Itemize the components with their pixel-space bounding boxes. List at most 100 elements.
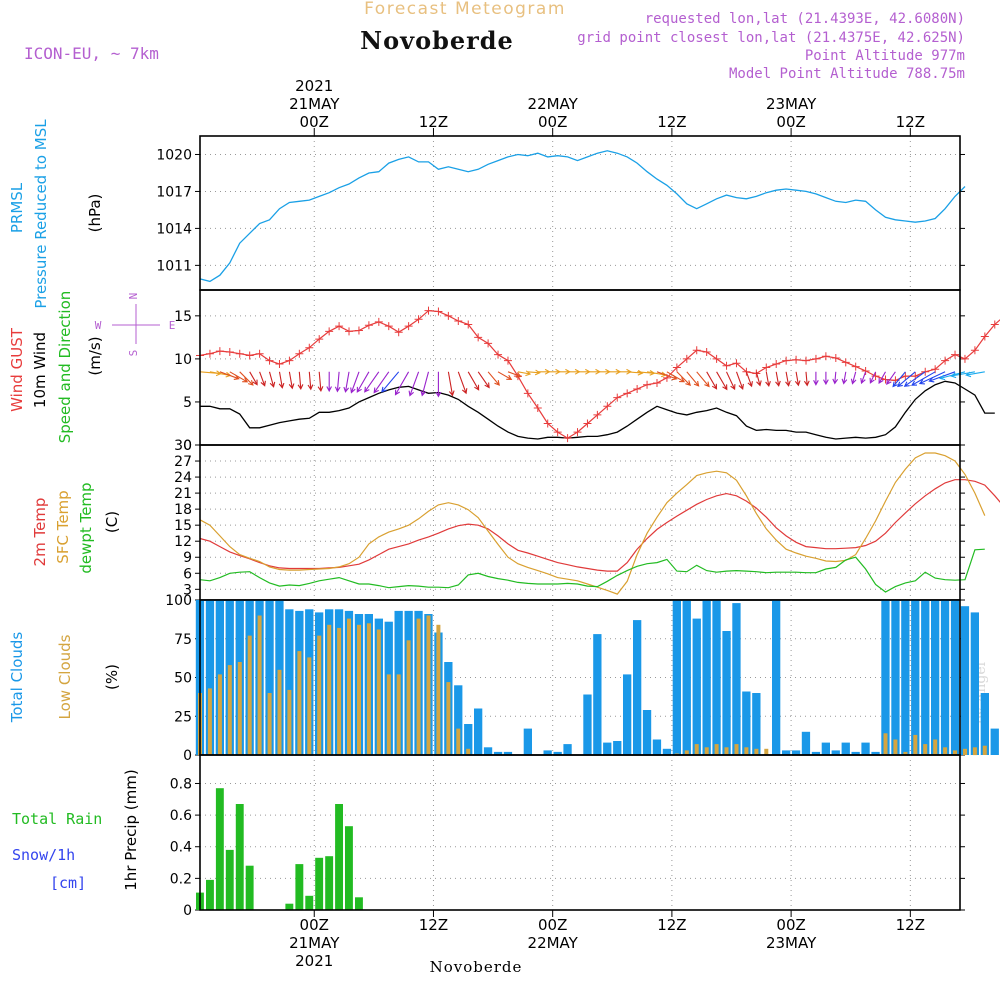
wind-gust-marker — [464, 320, 473, 329]
wind-dir-arrow — [507, 371, 522, 378]
wind-gust-marker — [960, 354, 969, 363]
total-cloud-bar — [523, 728, 532, 755]
low-cloud-bar — [684, 750, 689, 755]
wind-gust-marker — [782, 356, 791, 365]
wind-gust-marker — [941, 356, 950, 365]
total-cloud-bar — [503, 751, 513, 755]
total-cloud-bar — [672, 600, 681, 755]
wind-dir-arrow — [278, 371, 285, 389]
rain-panel: 0 0.2 0.4 0.6 0.8 — [170, 754, 965, 919]
wind-label-gust: Wind GUST — [8, 327, 26, 412]
wind-speed-line — [200, 380, 995, 440]
wind-dir-arrow — [869, 371, 877, 384]
low-cloud-bar — [436, 624, 441, 755]
closest-coords: grid point closest lon,lat (21.4375E, 42… — [577, 30, 965, 46]
wind-gust-marker — [394, 328, 403, 337]
pressure-label-unit: (hPa) — [86, 194, 104, 233]
total-cloud-bar — [891, 600, 900, 755]
wind-dir-arrow — [813, 371, 819, 386]
temp-ytick-label: 12 — [174, 534, 192, 550]
clouds-ytick-label: 75 — [174, 632, 192, 648]
wind-dir-arrow — [897, 371, 916, 388]
total-cloud-bar — [841, 742, 850, 755]
wind-frame — [199, 289, 961, 446]
total-cloud-bar — [851, 751, 860, 755]
wind-dir-arrow — [229, 371, 249, 383]
total-cloud-bar — [493, 751, 503, 755]
temp-label-sfc: SFC Temp — [54, 490, 72, 563]
total-cloud-bar — [752, 693, 761, 755]
compass-icon: N W E S — [95, 293, 176, 357]
wind-dir-arrow — [965, 371, 985, 378]
temp-ytick-label: 3 — [183, 582, 192, 598]
low-cloud-bar — [893, 739, 898, 755]
wind-dir-arrow — [686, 371, 700, 387]
rain-bar — [295, 864, 304, 910]
model-label: ICON-EU, ~ 7km — [24, 44, 159, 63]
total-cloud-bar — [662, 748, 672, 755]
total-cloud-bar — [821, 742, 830, 755]
temp-ytick-label: 27 — [174, 454, 192, 470]
temp-label-unit: (C) — [103, 511, 121, 533]
low-cloud-bar — [694, 744, 699, 755]
low-cloud-bar — [913, 734, 918, 755]
model-altitude: Model Point Altitude 788.75m — [729, 66, 965, 82]
low-cloud-bar — [237, 662, 242, 755]
rain-ytick-label: 0.8 — [170, 776, 192, 792]
wind-gust-marker — [225, 348, 234, 356]
cloud-labels: Total Clouds Low Clouds (%) — [8, 632, 121, 724]
rain-frame — [199, 754, 961, 911]
wind-gust-marker — [583, 419, 592, 428]
pressure-label-msl: Pressure Reduced to MSL — [32, 119, 50, 309]
rain-bar — [355, 897, 363, 910]
top-time-label: 12Z — [657, 113, 686, 131]
location-title: Novoberde — [360, 26, 514, 55]
low-cloud-bar — [366, 623, 371, 756]
total-cloud-bar — [881, 600, 890, 755]
wind-gust-marker — [702, 348, 711, 356]
total-cloud-bar — [772, 600, 781, 755]
total-cloud-bar — [722, 631, 731, 755]
wind-dir-arrow — [394, 371, 410, 396]
wind-gust-marker — [305, 343, 314, 352]
wind-dir-arrow — [457, 371, 468, 395]
wind-labels: Wind GUST 10m Wind Speed and Direction (… — [8, 291, 175, 444]
rain-bar — [206, 879, 214, 910]
total-cloud-bar — [265, 600, 274, 755]
low-cloud-bar — [317, 635, 322, 755]
rain-ytick-label: 0 — [183, 903, 192, 919]
wind-gust-marker — [215, 347, 224, 356]
wind-gust-marker — [802, 356, 811, 365]
wind-gust-marker — [444, 311, 453, 320]
wind-gust-marker — [921, 367, 930, 376]
wind-dir-arrow — [950, 371, 975, 379]
rain-label-cm: [cm] — [50, 874, 86, 892]
total-cloud-bar — [593, 634, 602, 755]
temp-frame — [199, 444, 961, 601]
temp-ytick-label: 15 — [174, 518, 192, 534]
total-cloud-bar — [702, 600, 711, 755]
total-cloud-bar — [454, 685, 463, 756]
wind-gust-marker — [404, 322, 413, 331]
wind-dir-arrow — [435, 371, 442, 398]
pressure-label-prmsl: PRMSL — [8, 182, 26, 233]
low-cloud-bar — [277, 669, 282, 756]
wind-gust-marker — [205, 349, 214, 358]
wind-dir-arrow — [239, 371, 254, 386]
total-cloud-bar — [801, 731, 811, 756]
wind-dir-arrow — [726, 371, 736, 391]
wind-dir-arrow — [785, 371, 791, 387]
wind-dir-arrow — [356, 371, 370, 393]
wind-gust-marker — [901, 372, 910, 381]
low-cloud-bar — [963, 748, 967, 755]
bottom-year-label: 2021 — [295, 952, 333, 970]
low-cloud-bar — [446, 682, 451, 755]
low-cloud-bar — [307, 657, 312, 755]
wind-label-dir: Speed and Direction — [56, 291, 74, 444]
bottom-time-label: 00Z — [300, 916, 329, 934]
low-cloud-bar — [426, 615, 431, 755]
temp-ytick-label: 18 — [174, 502, 192, 518]
bottom-date-label: 22MAY — [528, 934, 579, 952]
wind-gust-marker — [265, 356, 274, 365]
